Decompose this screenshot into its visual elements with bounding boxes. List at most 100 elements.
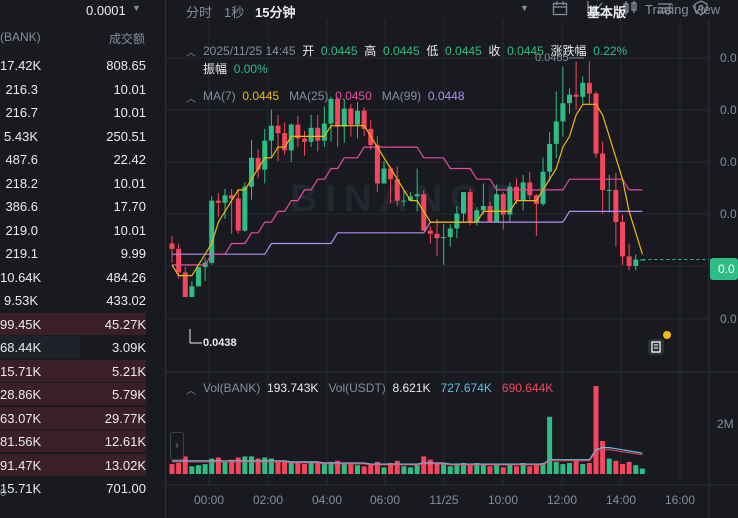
trade-quantity: 68.44K [0,340,42,355]
scroll-left-button[interactable]: › [170,432,184,460]
volume-bar [401,466,407,474]
collapse-ma-icon[interactable]: ︿ [186,94,196,105]
volume-bar [209,458,215,474]
trade-row[interactable]: 28.86K 5.79K [0,383,146,405]
trade-quantity: 219.0 [5,222,38,238]
candle [222,195,228,203]
trade-row[interactable]: 91.47K 13.02K [0,453,146,476]
trade-amount: 13.02K [104,457,146,473]
candle [487,206,493,223]
settings-sliders-icon[interactable] [657,0,673,16]
candle [467,192,473,223]
shield-settings-icon[interactable] [693,0,709,16]
tab-time[interactable]: 分时 [186,5,213,20]
time-axis-label: 14:00 [606,493,636,507]
candle [633,259,639,266]
trade-amount: 3.09K [112,340,146,355]
open-label: 开 [302,44,315,58]
candle [381,168,387,184]
candle [461,192,466,214]
candle [196,267,201,287]
candle [242,186,248,231]
vol-bank-value: 193.743K [267,381,319,395]
candle [355,110,360,125]
candle [441,237,447,239]
chart-toolbar: 分时 1秒 15分钟 ▼ 基本版 Trading View [166,0,738,20]
calendar-icon[interactable] [552,0,568,16]
volume-bar [586,463,592,474]
trade-row[interactable]: 63.07K 29.77K [0,406,146,429]
volume-bar [335,460,341,474]
trade-row[interactable]: 17.42K 808.65 [0,54,146,76]
time-axis-label: 06:00 [370,493,400,507]
volume-bar [341,463,347,474]
collapse-vol-icon[interactable]: ︿ [186,386,196,397]
vol-ma1-value: 727.674K [440,381,492,395]
candle [520,182,526,201]
trade-amount: 5.21K [112,363,146,379]
candle [408,196,413,201]
candle [540,171,546,204]
trade-quantity: 15.71K [0,481,42,496]
volume-bar [600,441,606,474]
tab-basic-version[interactable]: 基本版 [587,5,627,20]
trade-quantity: 218.2 [5,175,38,191]
candle-style-icon[interactable] [622,0,638,16]
trade-row[interactable]: 386.6 17.70 [0,195,146,217]
price-axis-label: 0.0 [720,312,737,326]
candle [229,195,235,199]
tab-1s[interactable]: 1秒 [224,5,245,20]
candle [209,200,215,263]
candle [335,98,341,127]
trade-row[interactable]: 99.45K 45.27K [0,312,146,335]
trade-quantity: 487.6 [5,152,38,167]
panel-divider[interactable] [165,0,166,518]
trade-row[interactable]: 81.56K 12.61K [0,430,146,452]
ma25-value: 0.0450 [335,89,372,103]
change-label: 涨跌幅 [550,44,587,58]
trade-row[interactable]: 216.7 10.01 [0,101,146,123]
time-axis-label: 00:00 [194,493,224,507]
candle [514,186,519,201]
trade-row[interactable]: 487.6 22.42 [0,148,146,170]
trade-amount: 250.51 [106,128,146,144]
trade-row[interactable]: 218.2 10.01 [0,172,146,194]
volume-bar [560,464,566,474]
trade-amount: 10.01 [113,222,146,238]
candle [454,213,460,229]
column-header-amount: 成交额 [108,32,145,46]
volume-bar [222,461,228,474]
indicator-icon[interactable] [587,0,603,16]
candle [321,123,327,141]
tab-15m[interactable]: 15分钟 [255,5,296,20]
collapse-info-icon[interactable]: ︿ [186,48,196,59]
candle [580,82,586,97]
precision-select[interactable]: 0.0001 ▼ [86,3,141,18]
volume-bar [507,464,513,474]
trade-row[interactable]: 216.3 10.01 [0,78,146,100]
depth-bar [0,453,146,476]
trade-row[interactable]: 15.71K 701.00 [0,477,146,499]
high-value: 0.0445 [382,44,420,58]
amplitude-info: 振幅 0.00% [203,60,268,77]
trade-row[interactable]: 219.1 9.99 [0,242,146,264]
trade-row[interactable]: 9.53K 433.02 [0,289,146,311]
trade-quantity: 216.3 [5,81,38,97]
trade-row[interactable]: 68.44K 3.09K [0,336,146,358]
trade-quantity: 10.64K [0,269,42,285]
tab-tradingview[interactable]: Trading View [645,2,721,17]
volume-bar [567,463,572,474]
time-axis-label: 12:00 [547,493,577,507]
interval-more-icon[interactable]: ▼ [520,3,529,13]
candle [593,93,599,154]
high-label: 高 [364,44,377,58]
trade-row[interactable]: 10.64K 484.26 [0,266,146,288]
candle [567,94,572,104]
indicator-badge-icon[interactable] [647,338,665,356]
trade-row[interactable]: 15.71K 5.21K [0,359,146,382]
trade-row[interactable]: 219.0 10.01 [0,219,146,241]
trade-quantity: 9.53K [4,293,38,308]
trade-row[interactable]: 5.43K 250.51 [0,125,146,147]
candle [268,125,274,141]
